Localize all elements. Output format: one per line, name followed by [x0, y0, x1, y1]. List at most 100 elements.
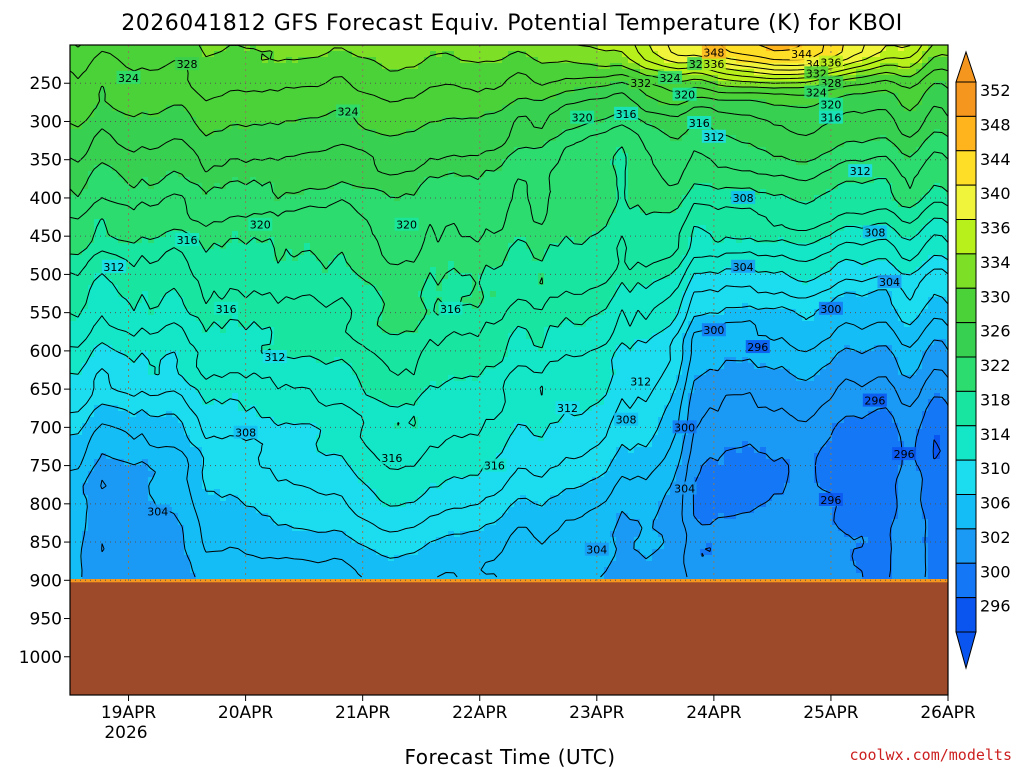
field-cell [538, 69, 545, 76]
field-cell [868, 201, 875, 208]
field-cell [202, 129, 209, 136]
field-cell [400, 57, 407, 64]
field-cell [574, 171, 581, 178]
field-cell [640, 99, 647, 106]
field-cell [640, 213, 647, 220]
field-cell [676, 123, 683, 130]
field-cell [280, 237, 287, 244]
field-cell [724, 51, 731, 58]
field-cell [274, 135, 281, 142]
field-cell [622, 219, 629, 226]
field-cell [784, 195, 791, 202]
field-cell [556, 45, 563, 52]
field-cell [766, 177, 773, 184]
field-cell [556, 69, 563, 76]
field-cell [760, 231, 767, 238]
field-cell [442, 105, 449, 112]
field-cell [904, 243, 911, 250]
field-cell [748, 63, 755, 70]
field-cell [880, 207, 887, 214]
field-cell [688, 177, 695, 184]
field-cell [124, 81, 131, 88]
field-cell [946, 177, 948, 184]
field-cell [652, 69, 659, 76]
field-cell [754, 231, 761, 238]
field-cell [310, 189, 317, 196]
field-cell [574, 69, 581, 76]
field-cell [562, 69, 569, 76]
field-cell [70, 231, 77, 238]
field-cell [838, 171, 845, 178]
field-cell [418, 171, 425, 178]
field-cell [892, 87, 899, 94]
field-cell [394, 81, 401, 88]
field-cell [94, 123, 101, 130]
field-cell [754, 51, 761, 58]
field-cell [808, 105, 815, 112]
field-cell [442, 153, 449, 160]
field-cell [436, 57, 443, 64]
field-cell [922, 189, 929, 196]
field-cell [766, 93, 773, 100]
field-cell [916, 87, 923, 94]
field-cell [682, 243, 689, 250]
field-cell [298, 147, 305, 154]
field-cell [328, 189, 335, 196]
field-cell [868, 111, 875, 118]
field-cell [238, 147, 245, 154]
field-cell [484, 69, 491, 76]
field-cell [376, 45, 383, 52]
field-cell [316, 129, 323, 136]
field-cell [142, 69, 149, 76]
field-cell [376, 81, 383, 88]
field-cell [724, 237, 731, 244]
field-cell [460, 243, 467, 250]
field-cell [382, 141, 389, 148]
field-cell [610, 147, 617, 154]
field-cell [538, 111, 545, 118]
field-cell [808, 123, 815, 130]
field-cell [856, 93, 863, 100]
field-cell [190, 135, 197, 142]
field-cell [358, 105, 365, 112]
field-cell [586, 57, 593, 64]
field-cell [436, 135, 443, 142]
field-cell [754, 171, 761, 178]
field-cell [802, 219, 809, 226]
field-cell [478, 123, 485, 130]
field-cell [832, 93, 839, 100]
field-cell [166, 183, 173, 190]
field-cell [520, 57, 527, 64]
field-cell [940, 87, 947, 94]
field-cell [382, 111, 389, 118]
field-cell [670, 141, 677, 148]
field-cell [154, 45, 161, 52]
field-cell [178, 111, 185, 118]
field-cell [676, 195, 683, 202]
field-cell [250, 243, 257, 250]
field-cell [400, 51, 407, 58]
field-cell [646, 111, 653, 118]
field-cell [856, 189, 863, 196]
field-cell [544, 243, 551, 250]
field-cell [628, 45, 635, 52]
field-cell [448, 237, 455, 244]
field-cell [268, 189, 275, 196]
field-cell [616, 207, 623, 214]
field-cell [844, 159, 851, 166]
field-cell [130, 213, 137, 220]
field-cell [718, 189, 725, 196]
field-cell [724, 87, 731, 94]
field-cell [814, 201, 821, 208]
field-cell [754, 177, 761, 184]
field-cell [232, 93, 239, 100]
field-cell [100, 99, 107, 106]
field-cell [502, 243, 509, 250]
field-cell [244, 99, 251, 106]
field-cell [706, 147, 713, 154]
field-cell [880, 129, 887, 136]
field-cell [598, 231, 605, 238]
field-cell [280, 105, 287, 112]
field-cell [622, 45, 629, 52]
field-cell [298, 87, 305, 94]
